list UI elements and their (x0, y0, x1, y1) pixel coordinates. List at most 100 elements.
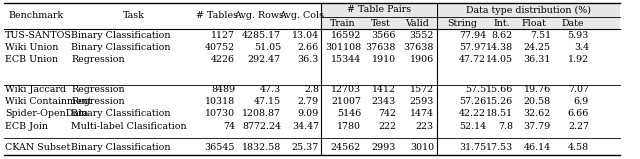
Text: 1906: 1906 (410, 55, 434, 65)
Text: 8489: 8489 (211, 84, 235, 93)
Text: Avg. Cols: Avg. Cols (279, 11, 324, 21)
Text: 17.53: 17.53 (486, 144, 513, 152)
Text: Test: Test (371, 18, 391, 28)
Text: 14.05: 14.05 (486, 55, 513, 65)
Text: Wiki Jaccard: Wiki Jaccard (5, 84, 66, 93)
Text: 1.92: 1.92 (568, 55, 589, 65)
Text: 37638: 37638 (404, 43, 434, 52)
Text: 18.51: 18.51 (486, 110, 513, 118)
Text: 2.79: 2.79 (298, 97, 319, 106)
Text: 42.22: 42.22 (459, 110, 486, 118)
Text: 25.37: 25.37 (292, 144, 319, 152)
Text: 31.75: 31.75 (459, 144, 486, 152)
Text: 37.79: 37.79 (524, 122, 551, 131)
Text: String: String (447, 18, 477, 28)
Text: 4226: 4226 (211, 55, 235, 65)
Text: 1208.87: 1208.87 (242, 110, 281, 118)
Text: 34.47: 34.47 (292, 122, 319, 131)
Text: 1412: 1412 (372, 84, 396, 93)
Text: 47.3: 47.3 (260, 84, 281, 93)
Text: 15.26: 15.26 (486, 97, 513, 106)
Text: 24562: 24562 (331, 144, 361, 152)
Text: Wiki Union: Wiki Union (5, 43, 58, 52)
Text: 13.04: 13.04 (292, 31, 319, 39)
Text: 2593: 2593 (410, 97, 434, 106)
Text: 1474: 1474 (410, 110, 434, 118)
Text: 36.31: 36.31 (524, 55, 551, 65)
Text: 5146: 5146 (337, 110, 361, 118)
Text: 36545: 36545 (205, 144, 235, 152)
Text: # Table Pairs: # Table Pairs (347, 6, 411, 14)
Text: 1572: 1572 (410, 84, 434, 93)
Text: 32.62: 32.62 (524, 110, 551, 118)
Text: Spider-OpenData: Spider-OpenData (5, 110, 88, 118)
Text: 223: 223 (416, 122, 434, 131)
Text: 51.05: 51.05 (253, 43, 281, 52)
Text: TUS-SANTOS: TUS-SANTOS (5, 31, 72, 39)
Text: 40752: 40752 (205, 43, 235, 52)
Text: 1780: 1780 (337, 122, 361, 131)
Text: 14.38: 14.38 (486, 43, 513, 52)
Text: 7.51: 7.51 (530, 31, 551, 39)
Text: 6.66: 6.66 (568, 110, 589, 118)
Text: 20.58: 20.58 (524, 97, 551, 106)
Text: 5.93: 5.93 (568, 31, 589, 39)
Text: 3552: 3552 (410, 31, 434, 39)
Text: 1127: 1127 (211, 31, 235, 39)
Text: 3.4: 3.4 (574, 43, 589, 52)
Text: 46.14: 46.14 (524, 144, 551, 152)
Text: 15344: 15344 (331, 55, 361, 65)
Text: CKAN Subset: CKAN Subset (5, 144, 70, 152)
Text: 57.26: 57.26 (459, 97, 486, 106)
Text: 2993: 2993 (372, 144, 396, 152)
Text: 57.5: 57.5 (465, 84, 486, 93)
Text: 8772.24: 8772.24 (242, 122, 281, 131)
Bar (322, 3, 436, 29)
Text: 10318: 10318 (205, 97, 235, 106)
Text: 19.76: 19.76 (524, 84, 551, 93)
Text: Regression: Regression (71, 97, 125, 106)
Text: Float: Float (522, 18, 547, 28)
Text: Multi-label Clasification: Multi-label Clasification (71, 122, 187, 131)
Text: 21007: 21007 (331, 97, 361, 106)
Text: Benchmark: Benchmark (9, 11, 64, 21)
Text: Avg. Rows: Avg. Rows (235, 11, 284, 21)
Text: 9.09: 9.09 (298, 110, 319, 118)
Text: Date: Date (561, 18, 584, 28)
Text: Regression: Regression (71, 55, 125, 65)
Text: 24.25: 24.25 (524, 43, 551, 52)
Text: 77.94: 77.94 (459, 31, 486, 39)
Text: 742: 742 (378, 110, 396, 118)
Text: 2.27: 2.27 (568, 122, 589, 131)
Text: 7.8: 7.8 (498, 122, 513, 131)
Bar (438, 3, 620, 29)
Text: Binary Classification: Binary Classification (71, 110, 170, 118)
Text: Wiki Containment: Wiki Containment (5, 97, 92, 106)
Text: 2.66: 2.66 (298, 43, 319, 52)
Text: 57.97: 57.97 (459, 43, 486, 52)
Text: 47.15: 47.15 (254, 97, 281, 106)
Text: Int.: Int. (493, 18, 510, 28)
Text: 292.47: 292.47 (248, 55, 281, 65)
Text: Valid: Valid (405, 18, 429, 28)
Text: 1910: 1910 (372, 55, 396, 65)
Text: 4.58: 4.58 (568, 144, 589, 152)
Text: 15.66: 15.66 (486, 84, 513, 93)
Text: 7.07: 7.07 (568, 84, 589, 93)
Text: # Tables: # Tables (196, 11, 238, 21)
Text: 2.8: 2.8 (304, 84, 319, 93)
Text: Binary Classification: Binary Classification (71, 43, 170, 52)
Text: ECB Join: ECB Join (5, 122, 48, 131)
Text: 301108: 301108 (325, 43, 361, 52)
Text: ECB Union: ECB Union (5, 55, 58, 65)
Text: 52.14: 52.14 (459, 122, 486, 131)
Text: 3010: 3010 (410, 144, 434, 152)
Text: 16592: 16592 (331, 31, 361, 39)
Text: 4285.17: 4285.17 (242, 31, 281, 39)
Text: Train: Train (330, 18, 355, 28)
Text: 222: 222 (378, 122, 396, 131)
Text: 2343: 2343 (372, 97, 396, 106)
Text: 6.9: 6.9 (573, 97, 589, 106)
Text: Binary Classification: Binary Classification (71, 144, 170, 152)
Text: Task: Task (123, 11, 145, 21)
